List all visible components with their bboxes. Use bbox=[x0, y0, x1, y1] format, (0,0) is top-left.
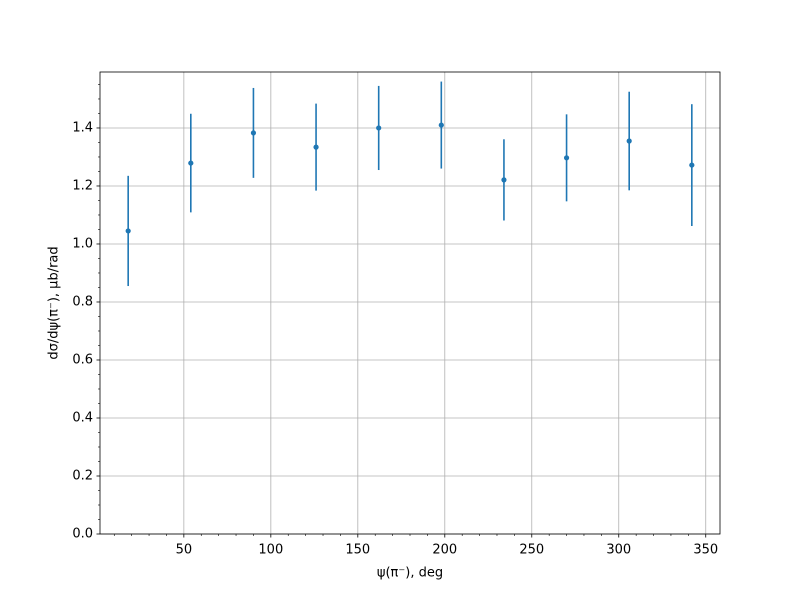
x-tick-label: 100 bbox=[258, 543, 283, 558]
data-point bbox=[313, 144, 319, 150]
data-point bbox=[689, 162, 695, 168]
y-tick-label: 0.4 bbox=[72, 410, 93, 425]
x-tick-label: 50 bbox=[176, 543, 193, 558]
x-tick-label: 150 bbox=[345, 543, 370, 558]
data-point bbox=[250, 130, 257, 136]
x-tick-label: 250 bbox=[519, 543, 544, 558]
data-point bbox=[376, 125, 382, 131]
y-tick-label: 0.0 bbox=[72, 527, 93, 542]
data-point bbox=[188, 160, 194, 166]
y-tick-label: 0.6 bbox=[72, 352, 93, 367]
y-tick-label: 0.2 bbox=[72, 468, 93, 483]
y-tick-label: 0.8 bbox=[72, 294, 93, 309]
x-axis-label: ψ(π⁻), deg bbox=[377, 566, 443, 581]
data-point bbox=[125, 228, 131, 234]
data-point bbox=[438, 122, 444, 128]
y-tick-label: 1.4 bbox=[72, 120, 93, 135]
x-tick-label: 300 bbox=[606, 543, 631, 558]
y-tick-label: 1.2 bbox=[72, 178, 93, 193]
y-tick-label: 1.0 bbox=[72, 236, 93, 251]
data-point bbox=[501, 177, 507, 183]
x-tick-label: 350 bbox=[693, 543, 718, 558]
data-point bbox=[563, 155, 570, 161]
y-axis-label: dσ/dψ(π⁻), μb/rad bbox=[47, 246, 62, 359]
x-tick-label: 200 bbox=[432, 543, 457, 558]
data-point bbox=[626, 138, 632, 144]
plot-frame bbox=[99, 71, 721, 535]
